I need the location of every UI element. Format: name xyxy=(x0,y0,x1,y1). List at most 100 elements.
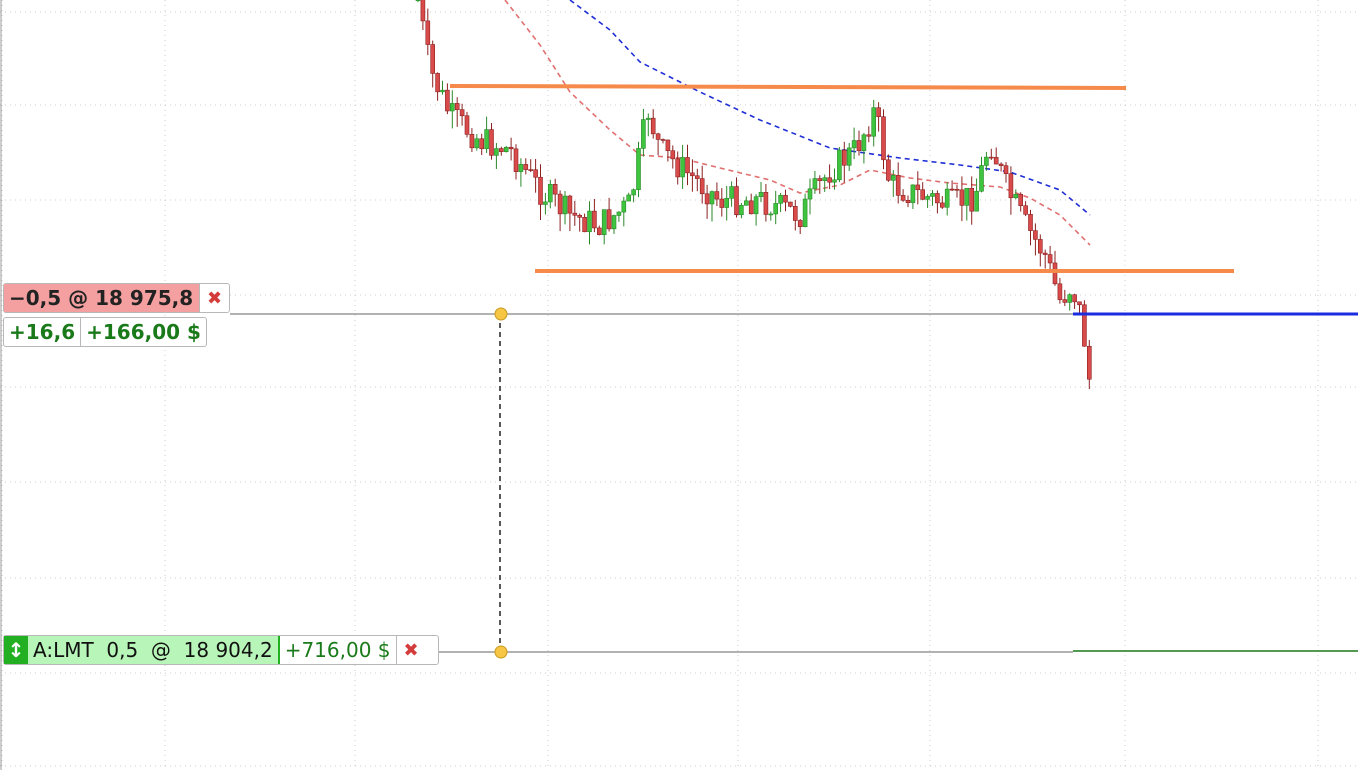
candle-body xyxy=(841,149,847,166)
candle-body xyxy=(783,194,788,203)
pnl-cash: +166,00 $ xyxy=(80,318,206,346)
candle-body xyxy=(763,192,769,215)
candle-body xyxy=(547,184,553,203)
candle-body xyxy=(543,201,548,205)
candle-body xyxy=(445,89,450,112)
candle-body xyxy=(567,195,573,214)
order-label: −0,5 @ 18 975,8 xyxy=(4,284,199,312)
candle-body xyxy=(680,157,685,178)
order-tag[interactable]: ↕ A:LMT 0,5 @ 18 904,2 +716,00 $ ✖ xyxy=(3,635,439,665)
candle-body xyxy=(724,198,730,208)
candle-body xyxy=(719,198,725,208)
cancel-button[interactable]: ✖ xyxy=(199,284,229,312)
candle-body xyxy=(739,205,744,216)
candle-body xyxy=(435,73,440,93)
candle-body xyxy=(905,199,911,203)
candle-body xyxy=(650,117,656,135)
candle-body xyxy=(993,157,999,165)
candle-body xyxy=(778,194,783,204)
candle-body xyxy=(621,200,627,213)
candle-body xyxy=(954,188,960,191)
candle-body xyxy=(768,213,774,216)
candle-body xyxy=(734,186,739,216)
candle-body xyxy=(861,134,867,152)
candle-body xyxy=(665,139,671,152)
candle-body xyxy=(449,103,455,112)
candle-body xyxy=(802,198,808,228)
order-label: A:LMT 0,5 @ 18 904,2 xyxy=(28,636,280,664)
candle-body xyxy=(454,103,460,110)
candle-body xyxy=(645,117,651,120)
candle-body xyxy=(552,184,558,195)
candle-body xyxy=(832,179,837,183)
pnl-cash: +716,00 $ xyxy=(284,638,391,662)
candle-body xyxy=(503,146,509,152)
candle-body xyxy=(587,210,592,233)
candle-body xyxy=(984,156,989,166)
candle-body xyxy=(797,220,803,228)
candle-body xyxy=(690,172,695,177)
candle-body xyxy=(792,206,798,221)
candle-body xyxy=(807,188,813,200)
candle-body xyxy=(1062,299,1068,303)
candle-body xyxy=(851,140,857,149)
candle-body xyxy=(601,209,607,235)
order-tag[interactable]: −0,5 @ 18 975,8 ✖ xyxy=(3,283,230,313)
candle-body xyxy=(699,178,705,195)
candle-body xyxy=(748,200,754,215)
candle-body xyxy=(1013,193,1019,199)
candle-body xyxy=(533,169,538,178)
candle-body xyxy=(606,209,612,230)
candle-body xyxy=(572,212,578,216)
candle-body xyxy=(557,193,563,215)
candle-body xyxy=(1082,304,1087,347)
order-handle xyxy=(494,307,508,321)
candle-body xyxy=(876,107,881,118)
candle-body xyxy=(998,163,1004,166)
candle-body xyxy=(910,184,916,203)
candle-body xyxy=(430,44,436,74)
candle-body xyxy=(440,89,445,93)
candle-body xyxy=(900,195,906,201)
candle-body xyxy=(611,215,617,230)
candle-body xyxy=(1067,294,1072,303)
candle-body xyxy=(494,148,499,156)
candle-body xyxy=(1042,252,1048,255)
candle-body xyxy=(562,195,568,215)
candle-body xyxy=(489,129,494,156)
candle-body xyxy=(959,189,965,206)
candle-body xyxy=(474,138,480,149)
drag-handle[interactable]: ↕ xyxy=(4,636,28,664)
candle-body xyxy=(631,189,636,196)
candle-body xyxy=(920,189,926,200)
candle-body xyxy=(518,164,524,172)
candle-body xyxy=(871,107,877,137)
candle-body xyxy=(949,188,955,191)
candle-body xyxy=(1028,213,1033,231)
candle-body xyxy=(425,20,431,45)
candle-body xyxy=(935,193,940,204)
candle-body xyxy=(1072,294,1077,303)
candle-body xyxy=(964,187,970,206)
candle-body xyxy=(812,178,818,190)
candle-body xyxy=(886,159,891,181)
pnl-tag: +16,6 +166,00 $ xyxy=(3,317,207,347)
candle-body xyxy=(817,178,823,181)
candle-body xyxy=(915,184,921,190)
candle-body xyxy=(743,200,749,206)
cancel-button[interactable]: ✖ xyxy=(395,636,426,664)
candle-body xyxy=(822,177,828,181)
candle-body xyxy=(944,188,950,208)
candle-body xyxy=(596,227,602,235)
candle-body xyxy=(675,158,681,178)
candle-body xyxy=(641,119,646,149)
candle-body xyxy=(670,150,676,160)
candle-body xyxy=(660,139,666,141)
candle-body xyxy=(930,193,935,197)
candle-body xyxy=(464,115,470,135)
candle-body xyxy=(988,156,994,159)
candle-body xyxy=(827,177,832,183)
candle-body xyxy=(758,192,764,197)
candle-body xyxy=(420,0,426,22)
